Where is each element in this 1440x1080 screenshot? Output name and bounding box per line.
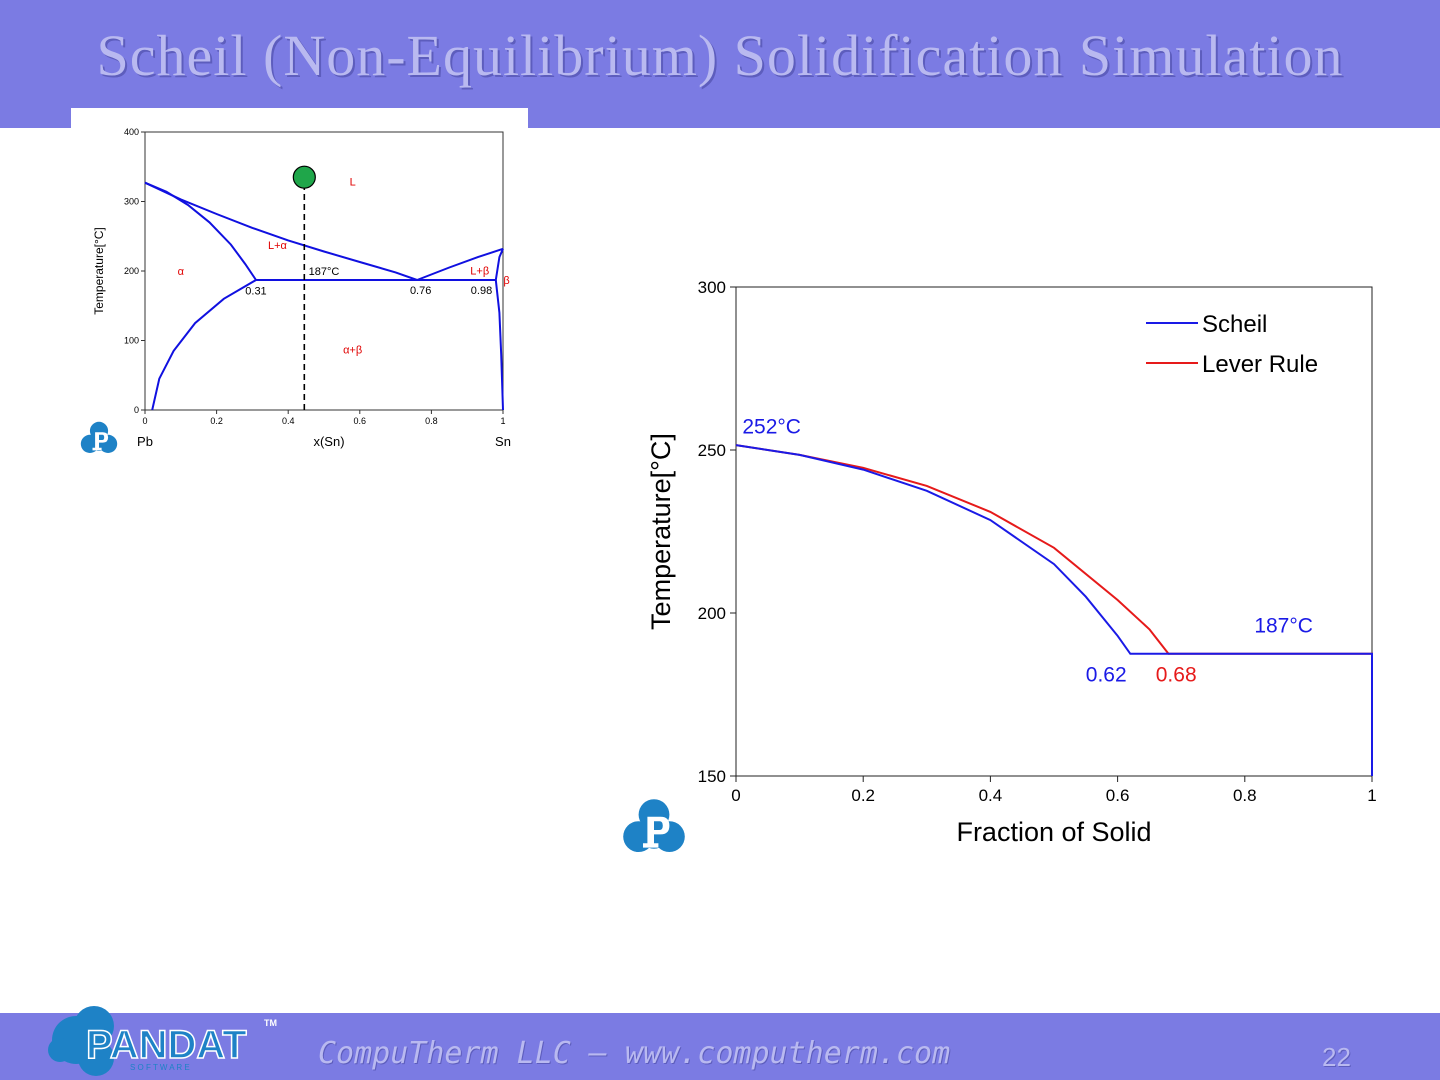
slide-title: Scheil (Non-Equilibrium) Solidification … bbox=[96, 23, 1344, 88]
y-tick-label: 100 bbox=[124, 336, 139, 346]
x-tick-label: 0.6 bbox=[1106, 786, 1130, 805]
x-tick-label: 0 bbox=[142, 416, 147, 426]
x-tick-label: 0.8 bbox=[425, 416, 438, 426]
pandat-logo: PANDAT TM S O F T W A R E bbox=[48, 1006, 277, 1076]
phase-boundary-liquidus-left bbox=[144, 181, 418, 281]
chart-annotation: 0.68 bbox=[1156, 663, 1197, 686]
solidification-chart: 0 0.2 0.4 0.6 0.8 1 150 200 250 300 Scheil Lever Ru… bbox=[623, 278, 1377, 852]
x-tick-label: 1 bbox=[1367, 786, 1376, 805]
x-tick-label: 0 bbox=[731, 786, 740, 805]
y-tick-label: 200 bbox=[124, 266, 139, 276]
y-tick-label: 0 bbox=[134, 405, 139, 415]
x-axis-label: Fraction of Solid bbox=[956, 817, 1151, 847]
phase-annotation: α+β bbox=[343, 345, 362, 357]
phase-annotation: L bbox=[350, 177, 356, 189]
y-tick-label: 200 bbox=[698, 604, 726, 623]
footer-bar bbox=[0, 1013, 1440, 1080]
phase-boundary-solvus-right bbox=[494, 279, 504, 411]
x-axis-label: x(Sn) bbox=[313, 434, 344, 449]
phase-boundary-solvus-left bbox=[151, 279, 257, 411]
phase-annotation: 187°C bbox=[309, 266, 340, 278]
pandat-p-icon bbox=[80, 421, 118, 453]
x-tick-label: 0.8 bbox=[1233, 786, 1257, 805]
y-axis-label: Temperature[°C] bbox=[92, 227, 106, 315]
phase-annotation: α bbox=[178, 266, 185, 278]
legend-entry: Lever Rule bbox=[1202, 351, 1318, 378]
pandat-p-icon bbox=[623, 799, 685, 852]
element-label-sn: Sn bbox=[495, 434, 511, 449]
phase-annotation: 0.76 bbox=[410, 285, 431, 297]
phase-boundary-liquidus-right bbox=[416, 247, 504, 281]
legend-entry: Scheil bbox=[1202, 311, 1267, 338]
y-axis-label: Temperature[°C] bbox=[646, 433, 676, 630]
phase-annotation: 0.31 bbox=[245, 286, 266, 298]
phase-diagram-panel bbox=[71, 108, 528, 130]
series-line-scheil bbox=[735, 444, 1373, 776]
x-tick-label: 0.2 bbox=[210, 416, 223, 426]
y-tick-label: 300 bbox=[124, 197, 139, 207]
logo-main-text: PANDAT bbox=[86, 1023, 247, 1067]
plot-frame bbox=[735, 286, 1373, 777]
logo-sub-text: S O F T W A R E bbox=[130, 1063, 190, 1072]
header-bar bbox=[0, 0, 1440, 128]
x-tick-label: 0.4 bbox=[979, 786, 1003, 805]
chart-annotation: 252°C bbox=[742, 416, 801, 439]
phase-boundary-solidus-right bbox=[494, 248, 504, 281]
chart-annotation: 0.62 bbox=[1086, 663, 1127, 686]
y-tick-label: 400 bbox=[124, 127, 139, 137]
phase-annotation: L+α bbox=[268, 240, 288, 252]
footer-text: CompuTherm LLC – www.computherm.com bbox=[318, 1036, 951, 1071]
element-label-pb: Pb bbox=[137, 434, 153, 449]
y-tick-label: 300 bbox=[698, 278, 726, 297]
phase-annotation: L+β bbox=[470, 265, 489, 277]
y-tick-label: 150 bbox=[698, 767, 726, 786]
page-number: 22 bbox=[1322, 1042, 1351, 1072]
phase-annotation: 0.98 bbox=[471, 285, 492, 297]
x-tick-label: 0.6 bbox=[354, 416, 367, 426]
chart-annotation: 187°C bbox=[1254, 615, 1313, 638]
logo-tm-text: TM bbox=[264, 1018, 277, 1028]
phase-diagram: 0 0.2 0.4 0.6 0.8 1 0 100 200 300 400 L L+α α L+β β α+β 1… bbox=[80, 127, 511, 453]
phase-annotation: β bbox=[503, 275, 509, 287]
phase-boundary-solidus-left bbox=[144, 181, 257, 281]
start-point-marker bbox=[292, 165, 316, 189]
x-tick-label: 0.4 bbox=[282, 416, 295, 426]
x-tick-label: 1 bbox=[500, 416, 505, 426]
series-line-lever-rule bbox=[735, 444, 1373, 776]
x-tick-label: 0.2 bbox=[851, 786, 875, 805]
y-tick-label: 250 bbox=[698, 441, 726, 460]
